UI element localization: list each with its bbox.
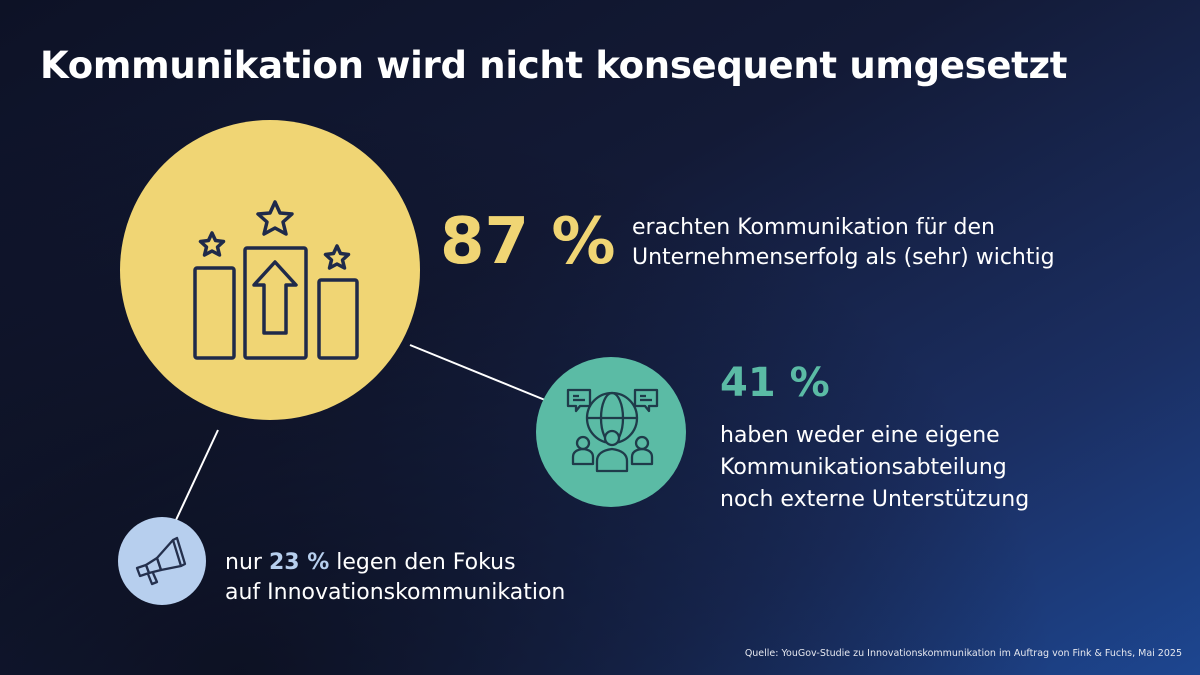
stat-text-line: Kommunikationsabteilung — [720, 455, 1007, 480]
stat-text-line: Unternehmenserfolg als (sehr) wichtig — [632, 245, 1055, 270]
stat-value-41: 41 % — [720, 360, 830, 406]
stat-text-line: erachten Kommunikation für den — [632, 215, 995, 240]
stat-text-line: nur 23 % legen den Fokus — [225, 548, 565, 578]
stat-value-23: 23 % — [268, 550, 330, 575]
globe-people-chat-icon — [566, 388, 659, 473]
connector-line — [175, 429, 219, 521]
podium-stars-arrow-icon — [193, 200, 359, 360]
stat-text-87: erachten Kommunikation für den Unternehm… — [632, 213, 1055, 273]
source-note: Quelle: YouGov-Studie zu Innovationskomm… — [744, 648, 1182, 659]
stat-text-23: nur 23 % legen den Fokus auf Innovations… — [225, 548, 565, 608]
stat-suffix: legen den Fokus — [336, 550, 516, 575]
stat-circle-23 — [118, 517, 206, 605]
stat-text-41: haben weder eine eigene Kommunikationsab… — [720, 420, 1029, 516]
connector-line — [409, 344, 546, 401]
megaphone-icon — [135, 536, 187, 586]
stat-value-87: 87 % — [440, 205, 616, 279]
stat-text-line: auf Innovationskommunikation — [225, 580, 566, 605]
stat-text-line: haben weder eine eigene — [720, 423, 1000, 448]
page-title: Kommunikation wird nicht konsequent umge… — [40, 44, 1068, 87]
stat-prefix: nur — [225, 550, 262, 575]
stat-text-line: noch externe Unterstützung — [720, 487, 1030, 512]
